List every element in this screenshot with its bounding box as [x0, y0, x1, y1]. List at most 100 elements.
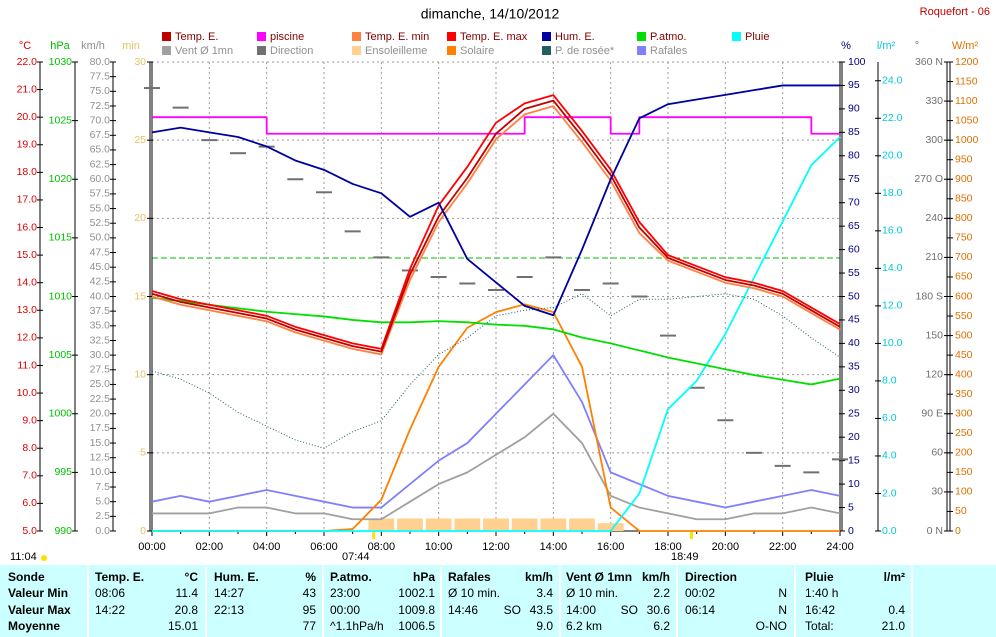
x-tick-label: 16:00 [597, 541, 625, 553]
tick-label: 100 [848, 56, 866, 68]
tick-label: 1150 [955, 75, 978, 87]
cell-right: 43 [303, 586, 317, 600]
row-label: Valeur Min [8, 586, 68, 600]
tick-label: 60 [931, 447, 943, 459]
cell-right: 95 [303, 603, 317, 617]
tick-label: 90 [848, 103, 860, 115]
x-tick-label: 12:00 [482, 541, 510, 553]
bar [569, 518, 595, 531]
bar [511, 518, 538, 531]
cell-left: 14:00 [566, 603, 596, 617]
tick-label: 1030 [49, 56, 73, 68]
cell-middle: SO [621, 603, 638, 617]
legend-swatch [257, 46, 266, 55]
bar [597, 523, 624, 531]
legend-label: Temp. E. max [460, 31, 528, 43]
cell-right: 21.0 [882, 619, 906, 633]
tick-label: 18.0 [17, 166, 38, 178]
cell-right: 20.8 [175, 603, 199, 617]
tick-label: 1020 [49, 173, 73, 185]
tick-label: 15 [134, 290, 146, 302]
tick-label: 30 [848, 384, 860, 396]
sunrise: 07:44 [342, 551, 370, 563]
cell-left: Total: [805, 619, 834, 633]
tick-label: 75 [848, 173, 860, 185]
legend-swatch [637, 32, 646, 41]
tick-label: 5 [848, 501, 854, 513]
tick-label: 24.0 [882, 75, 903, 87]
column-unit: hPa [413, 570, 435, 584]
tick-label: 150 [925, 329, 943, 341]
tick-label: 0 N [927, 525, 943, 537]
legend-swatch [257, 32, 266, 41]
cell-middle: SO [504, 603, 521, 617]
tick-label: 60.0 [90, 173, 111, 185]
tick-label: 5.0 [22, 525, 37, 537]
tick-label: 35 [848, 361, 860, 373]
series-line [152, 136, 841, 532]
x-tick-label: 08:00 [368, 541, 396, 553]
tick-label: 0 [848, 525, 854, 537]
tick-label: 20 [848, 431, 860, 443]
legend-label: Temp. E. min [365, 31, 429, 43]
tick-label: 500 [955, 329, 973, 341]
axis-unit: l/m² [877, 40, 896, 52]
cell-left: 23:00 [330, 586, 360, 600]
cell-left: Ø 10 min. [566, 586, 618, 600]
tick-label: 22.5 [90, 393, 111, 405]
tick-label: 50 [955, 505, 967, 517]
legend-label: Ensoleilleme [365, 45, 427, 57]
tick-label: 0.0 [882, 525, 897, 537]
tick-label: 32.5 [90, 334, 111, 346]
tick-label: 50.0 [90, 232, 111, 244]
legend-swatch [732, 32, 741, 41]
tick-label: 270 O [914, 173, 943, 185]
tick-label: 300 [925, 134, 943, 146]
tick-label: 1010 [49, 290, 73, 302]
tick-label: 85 [848, 126, 860, 138]
tick-label: 22.0 [882, 112, 903, 124]
tick-label: 400 [955, 368, 973, 380]
tick-label: 1005 [49, 349, 73, 361]
tick-label: 25.0 [90, 378, 111, 390]
series-line [151, 94, 841, 350]
legend-label: piscine [270, 31, 304, 43]
x-tick-label: 06:00 [310, 541, 338, 553]
tick-label: 5 [140, 447, 146, 459]
tick-label: 120 [925, 368, 943, 380]
tick-label: 1100 [955, 95, 978, 107]
legend-label: Pluie [745, 31, 769, 43]
series-line [151, 105, 841, 356]
cell-left: ^1.1hPa/h [330, 619, 384, 633]
tick-label: 27.5 [90, 364, 111, 376]
row-label: Moyenne [8, 619, 60, 633]
tick-label: 95 [848, 79, 860, 91]
tick-label: 67.5 [90, 129, 111, 141]
bar [368, 518, 395, 531]
tick-label: 30 [931, 486, 943, 498]
legend-label: Rafales [650, 45, 688, 57]
bar [397, 518, 423, 531]
tick-label: 62.5 [90, 158, 111, 170]
column-title: Rafales [448, 570, 491, 584]
axis-unit: hPa [50, 40, 70, 52]
tick-label: 19.0 [17, 139, 38, 151]
series-line [151, 99, 841, 353]
cell-right: 1009.8 [398, 603, 435, 617]
sun-marker [689, 532, 693, 539]
tick-label: 6.0 [22, 497, 37, 509]
tick-label: 300 [955, 408, 973, 420]
chart-title: dimanche, 14/10/2012 [421, 6, 560, 22]
tick-label: 210 [925, 251, 943, 263]
cell-right: N [778, 586, 787, 600]
tick-label: 30 [134, 56, 146, 68]
x-tick-label: 00:00 [138, 541, 166, 553]
tick-label: 11.0 [17, 359, 37, 371]
tick-label: 100 [955, 486, 973, 498]
bar [425, 518, 452, 531]
cell-left: 06:14 [685, 603, 715, 617]
tick-label: 1000 [955, 134, 979, 146]
tick-label: 57.5 [90, 188, 111, 200]
tick-label: 10 [134, 368, 146, 380]
